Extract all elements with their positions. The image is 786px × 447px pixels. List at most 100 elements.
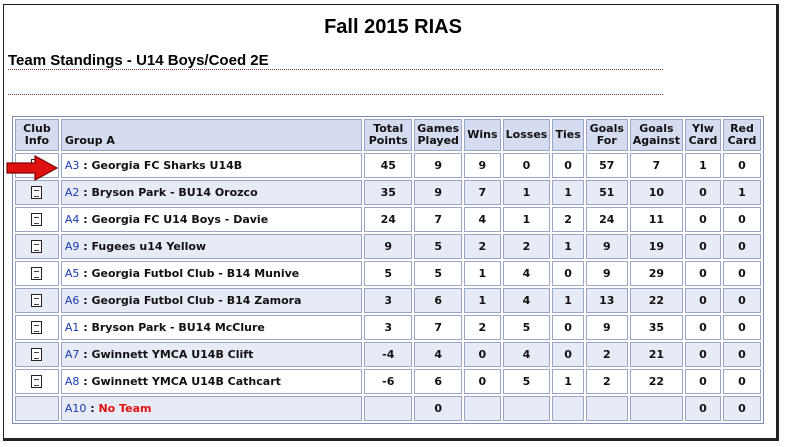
club-info-cell[interactable] (15, 234, 59, 259)
col-goals-for: Goals For (585, 119, 628, 151)
document-icon[interactable] (31, 294, 43, 308)
ties: 0 (552, 342, 584, 367)
ties: 1 (552, 369, 584, 394)
total-points: 45 (364, 153, 413, 178)
document-icon[interactable] (31, 213, 43, 227)
club-info-cell[interactable] (15, 342, 59, 367)
games-played: 7 (414, 207, 463, 232)
club-info-cell[interactable] (15, 180, 59, 205)
ties: 2 (552, 207, 584, 232)
document-icon[interactable] (31, 240, 43, 254)
ties: 0 (552, 153, 584, 178)
wins: 2 (464, 234, 501, 259)
losses: 5 (502, 315, 551, 340)
club-info-cell[interactable] (15, 261, 59, 286)
team-cell: A6 : Georgia Futbol Club - B14 Zamora (60, 288, 363, 313)
table-row: A1 : Bryson Park - BU14 McClure 3 7 2 5 … (15, 315, 761, 340)
document-icon[interactable] (31, 348, 43, 362)
team-code-link[interactable]: A5 (64, 267, 80, 280)
club-info-cell[interactable] (15, 369, 59, 394)
total-points: -4 (364, 342, 413, 367)
team-cell: A3 : Georgia FC Sharks U14B (60, 153, 363, 178)
table-row: A7 : Gwinnett YMCA U14B Clift -4 4 0 4 0… (15, 342, 761, 367)
standings-table: Club Info Group A Total Points Games Pla… (12, 116, 764, 424)
red-card: 0 (722, 369, 761, 394)
table-row: A8 : Gwinnett YMCA U14B Cathcart -6 6 0 … (15, 369, 761, 394)
losses: 1 (502, 180, 551, 205)
goals-for: 51 (585, 180, 628, 205)
red-card: 0 (722, 207, 761, 232)
games-played: 6 (414, 288, 463, 313)
team-code-link[interactable]: A8 (64, 375, 80, 388)
losses: 4 (502, 261, 551, 286)
total-points: 24 (364, 207, 413, 232)
document-icon[interactable] (31, 186, 43, 200)
goals-for: 9 (585, 315, 628, 340)
games-played: 6 (414, 369, 463, 394)
games-played: 4 (414, 342, 463, 367)
goals-for: 2 (585, 342, 628, 367)
ties: 1 (552, 180, 584, 205)
team-code-link[interactable]: A6 (64, 294, 80, 307)
ylw-card: 1 (684, 153, 721, 178)
team-cell: A5 : Georgia Futbol Club - B14 Munive (60, 261, 363, 286)
team-cell: A1 : Bryson Park - BU14 McClure (60, 315, 363, 340)
table-row: A3 : Georgia FC Sharks U14B 45 9 9 0 0 5… (15, 153, 761, 178)
col-ties: Ties (552, 119, 584, 151)
total-points: 35 (364, 180, 413, 205)
col-group: Group A (60, 119, 363, 151)
ylw-card: 0 (684, 180, 721, 205)
games-played: 9 (414, 180, 463, 205)
team-code-link[interactable]: A7 (64, 348, 80, 361)
losses: 2 (502, 234, 551, 259)
red-card: 0 (722, 234, 761, 259)
team-code-link[interactable]: A1 (64, 321, 80, 334)
document-icon[interactable] (31, 321, 43, 335)
wins (464, 396, 501, 421)
wins: 7 (464, 180, 501, 205)
document-icon[interactable] (31, 267, 43, 281)
col-losses: Losses (502, 119, 551, 151)
goals-against: 10 (629, 180, 683, 205)
games-played: 0 (414, 396, 463, 421)
ylw-card: 0 (684, 288, 721, 313)
club-info-cell (15, 396, 59, 421)
games-played: 5 (414, 261, 463, 286)
team-name: : Gwinnett YMCA U14B Cathcart (79, 375, 281, 388)
table-row: A2 : Bryson Park - BU14 Orozco 35 9 7 1 … (15, 180, 761, 205)
col-games-played: Games Played (414, 119, 463, 151)
col-club-info: Club Info (15, 119, 59, 151)
ylw-card: 0 (684, 207, 721, 232)
standings-subtitle: Team Standings - U14 Boys/Coed 2E (8, 52, 269, 69)
team-cell: A4 : Georgia FC U14 Boys - Davie (60, 207, 363, 232)
table-row: A10 : No Team 0 0 0 (15, 396, 761, 421)
team-name: : Georgia FC Sharks U14B (79, 159, 243, 172)
wins: 2 (464, 315, 501, 340)
wins: 1 (464, 261, 501, 286)
team-code-link[interactable]: A4 (64, 213, 80, 226)
goals-for: 13 (585, 288, 628, 313)
team-code-link[interactable]: A3 (64, 159, 80, 172)
games-played: 7 (414, 315, 463, 340)
team-code-link[interactable]: A2 (64, 186, 80, 199)
team-code-link[interactable]: A10 (64, 402, 87, 415)
col-wins: Wins (464, 119, 501, 151)
goals-for: 9 (585, 261, 628, 286)
club-info-cell[interactable] (15, 288, 59, 313)
ties (552, 396, 584, 421)
team-cell: A8 : Gwinnett YMCA U14B Cathcart (60, 369, 363, 394)
document-icon[interactable] (31, 375, 43, 389)
goals-for: 57 (585, 153, 628, 178)
total-points: -6 (364, 369, 413, 394)
table-row: A4 : Georgia FC U14 Boys - Davie 24 7 4 … (15, 207, 761, 232)
losses: 1 (502, 207, 551, 232)
team-name: : Georgia Futbol Club - B14 Munive (79, 267, 300, 280)
ylw-card: 0 (684, 234, 721, 259)
team-code-link[interactable]: A9 (64, 240, 80, 253)
club-info-cell[interactable] (15, 207, 59, 232)
club-info-cell[interactable] (15, 315, 59, 340)
total-points: 3 (364, 315, 413, 340)
header-row: Club Info Group A Total Points Games Pla… (15, 119, 761, 151)
team-cell: A9 : Fugees u14 Yellow (60, 234, 363, 259)
red-card: 0 (722, 396, 761, 421)
